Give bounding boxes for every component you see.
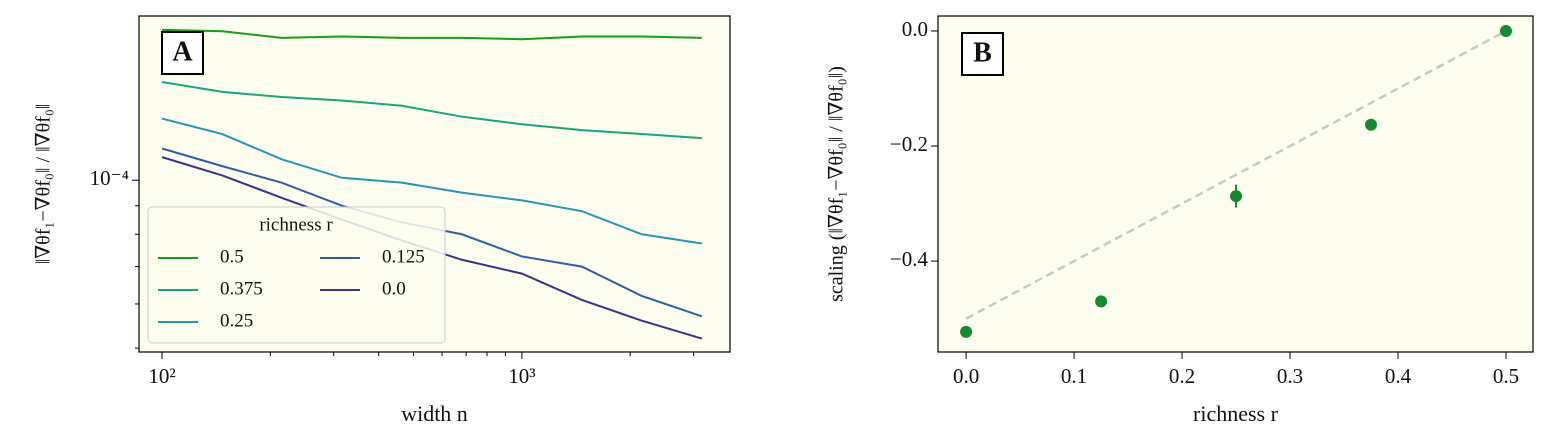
point [1365,118,1378,131]
y-axis-label: ‖∇θf₁−∇θf₀‖ / ‖∇θf₀‖ [33,104,55,265]
x-tick-label: 0.5 [1493,364,1519,388]
legend-label: 0.375 [220,278,263,299]
series-line [162,28,702,41]
panel-label-box [961,32,1004,76]
series-line [161,81,702,140]
x-tick-label: 0.3 [1277,364,1303,388]
x-tick-label: 0.4 [1385,364,1412,388]
panel-label: B [973,37,992,68]
fit-line [965,29,1507,320]
x-tick-label: 10³ [508,364,535,388]
plot-layer [960,24,1513,338]
series-line [161,117,702,245]
plot-frame [138,15,731,353]
x-tick-label: 10² [148,364,175,388]
x-tick-label: 0.1 [1061,364,1087,388]
y-tick-label: 0.0 [902,17,928,41]
legend-label: 0.0 [382,278,406,299]
legend-label: 0.25 [220,310,253,331]
x-axis-label: width n [401,401,468,426]
point [1230,190,1243,203]
legend-box [147,206,446,344]
panel-label: A [172,36,193,67]
legend-title: richness r [259,214,333,235]
y-tick-label: 10⁻⁴ [90,166,129,190]
legend-label: 0.125 [382,246,425,267]
legend-label: 0.5 [220,246,244,267]
point [1500,24,1513,37]
x-tick-label: 0.2 [1169,364,1195,388]
y-tick-label: −0.4 [890,247,929,271]
y-tick-label: −0.2 [890,132,928,156]
point [1095,295,1108,308]
point [960,325,973,338]
plot-frame [937,15,1534,353]
x-axis-label: richness r [1193,401,1279,426]
plot-area [938,16,1533,352]
x-tick-label: 0.0 [953,364,979,388]
y-axis-label: scaling (‖∇θf₁−∇θf₀‖ / ‖∇θf₀‖) [826,66,848,302]
panel-label-box [161,31,204,75]
